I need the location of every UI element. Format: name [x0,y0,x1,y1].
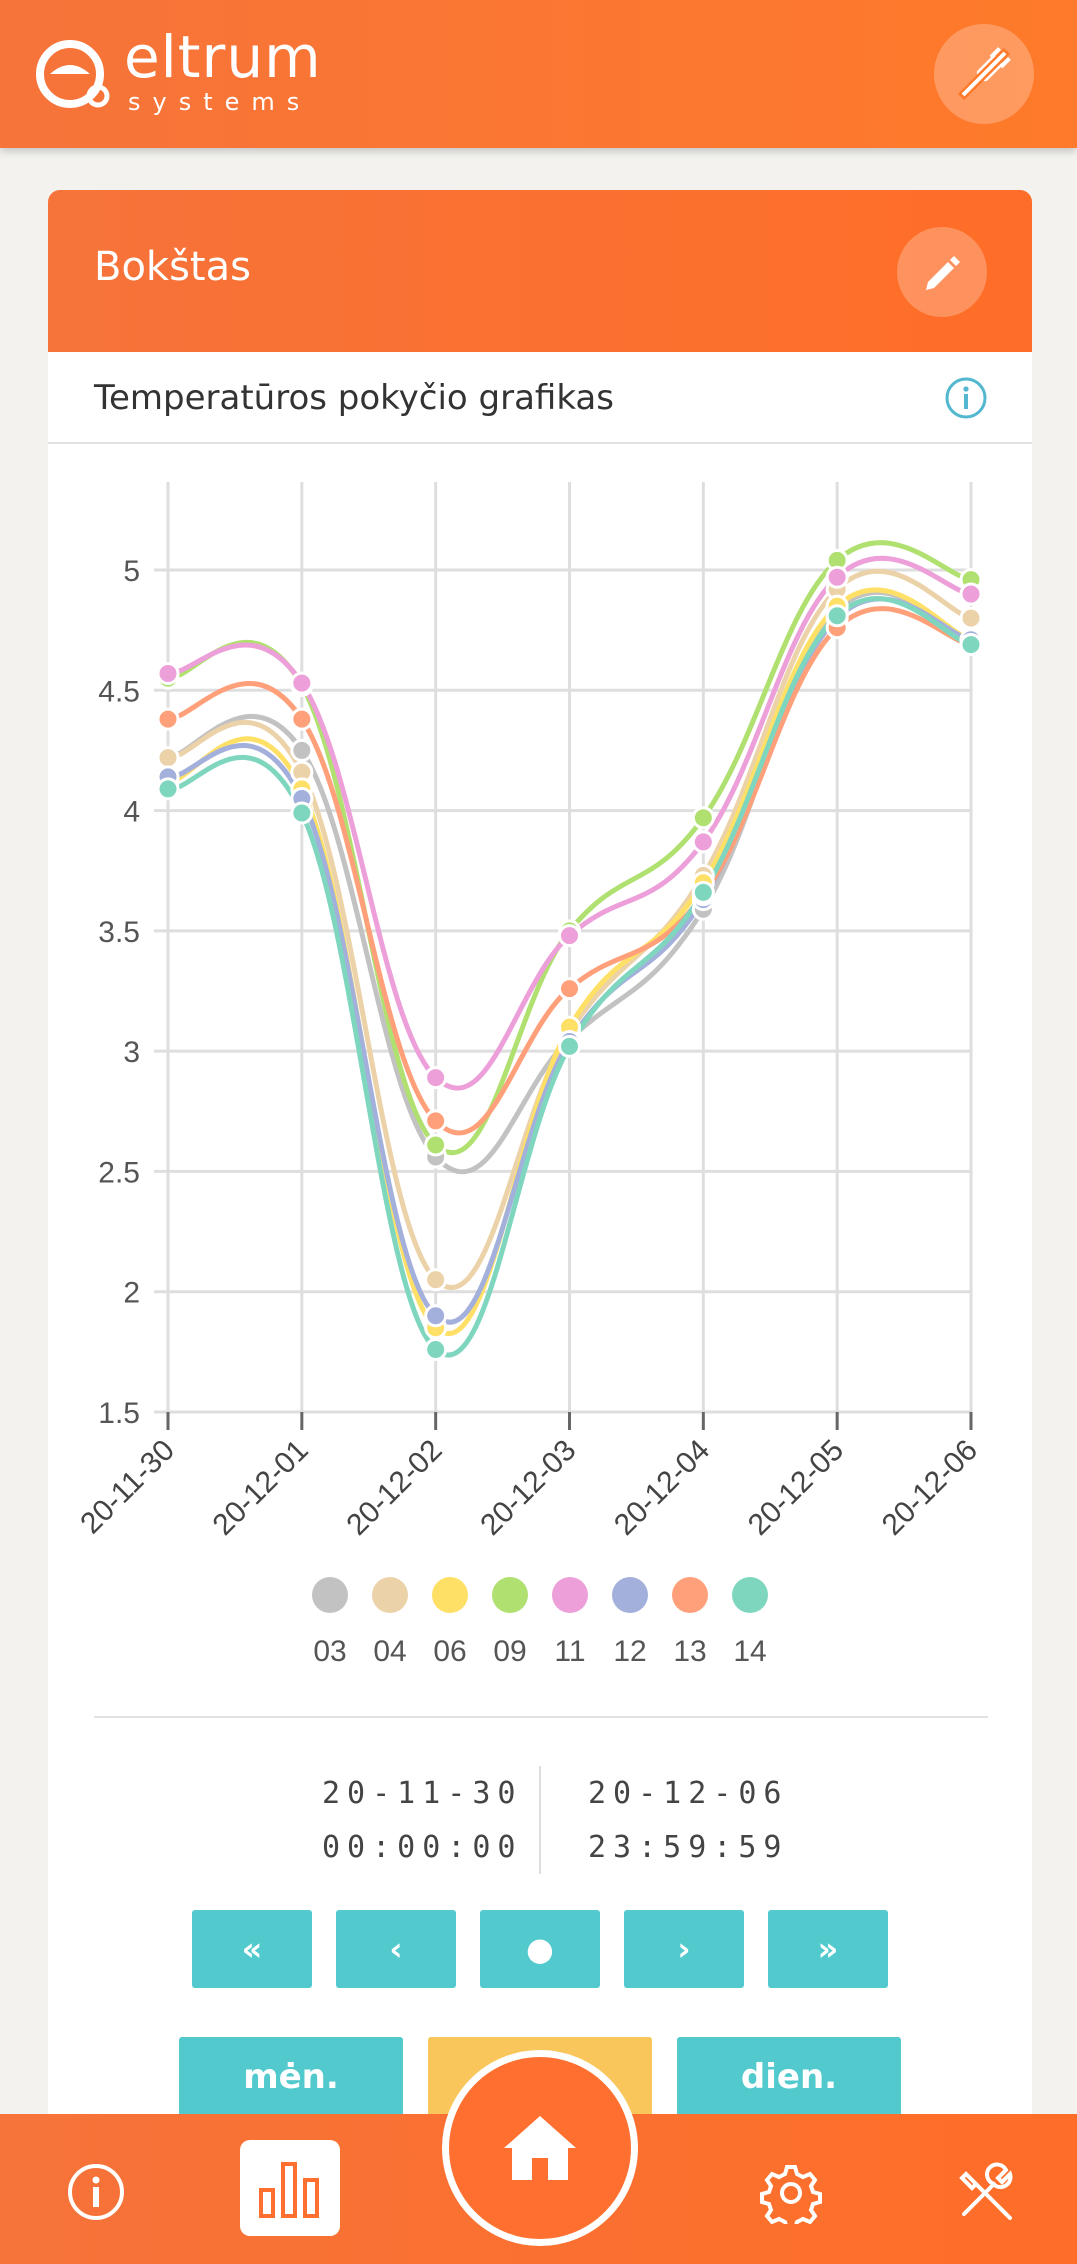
data-point-14 [959,633,983,657]
legend-swatch-03 [312,1577,348,1613]
legend-swatch-13 [672,1577,708,1613]
series-line-13 [167,606,972,1136]
x-tick-label: 20-12-03 [474,1434,582,1542]
data-point-14 [424,1337,448,1361]
data-point-14 [290,801,314,825]
legend-label-14: 14 [733,1635,766,1668]
gear-icon [760,2165,822,2224]
period-month-button[interactable]: mėn. [179,2037,403,2117]
legend-swatch-06 [432,1577,468,1613]
data-point-13 [156,707,180,731]
data-point-11 [825,565,849,589]
data-point-13 [424,1109,448,1133]
card-title: Bokštas [94,244,251,290]
legend-label-06: 06 [433,1635,466,1668]
data-point-11 [290,671,314,695]
settings-button[interactable] [756,2158,826,2228]
about-button[interactable] [64,2160,128,2224]
range-to-time: 23:59:59 [588,1830,789,1865]
device-card: Bokštas Temperatūros pokyčio grafikas 1.… [48,190,1032,2120]
y-tick-label: 3.5 [98,916,140,949]
home-button[interactable] [442,2050,638,2246]
info-icon[interactable] [944,376,988,420]
data-point-09 [691,806,715,830]
y-tick-label: 3 [123,1036,140,1069]
next-page-button[interactable]: › [624,1910,744,1988]
range-from-time: 00:00:00 [322,1830,523,1865]
legend-label-04: 04 [373,1635,406,1668]
range-from-date: 20-11-30 [322,1776,523,1811]
tools-button[interactable] [950,2158,1020,2228]
card-header: Bokštas [48,190,1032,352]
legend-label-12: 12 [613,1635,646,1668]
range-separator [539,1766,541,1874]
data-point-03 [290,738,314,762]
data-point-12 [424,1304,448,1328]
legend-swatch-04 [372,1577,408,1613]
x-tick-label: 20-12-01 [207,1434,315,1542]
data-point-14 [558,1034,581,1058]
x-tick-label: 20-12-04 [608,1434,716,1542]
legend-swatch-14 [732,1577,768,1613]
first-page-button[interactable]: « [192,1910,312,1988]
data-point-14 [825,604,849,628]
current-period-button[interactable]: ● [480,1910,600,1988]
data-point-09 [424,1133,448,1157]
legend-label-11: 11 [554,1635,585,1668]
top-bar: eltrum systems [0,0,1077,148]
y-tick-label: 4 [123,796,140,829]
y-tick-label: 1.5 [98,1397,140,1430]
pencil-icon [926,256,960,290]
home-icon [504,2116,576,2180]
legend-swatch-12 [612,1577,648,1613]
data-point-13 [558,977,581,1001]
data-point-14 [156,777,180,801]
bar-chart-icon [259,2162,319,2218]
data-point-11 [691,830,715,854]
legend-label-13: 13 [673,1635,706,1668]
y-tick-label: 2 [123,1277,140,1310]
data-point-11 [156,661,180,685]
legend-swatch-11 [552,1577,588,1613]
eltrum-logo [36,40,110,108]
data-point-04 [424,1268,448,1292]
x-tick-label: 20-12-06 [876,1434,984,1542]
range-to-date: 20-12-06 [588,1776,789,1811]
data-point-13 [290,707,314,731]
legend-label-09: 09 [493,1635,526,1668]
y-tick-label: 4.5 [98,675,140,708]
data-point-11 [558,924,581,948]
period-day-button[interactable]: dien. [677,2037,901,2117]
divider [94,1716,988,1718]
data-point-11 [959,582,983,606]
data-point-14 [691,880,715,904]
statistics-button[interactable] [240,2140,340,2236]
edit-button[interactable] [897,227,987,317]
chart-subheader: Temperatūros pokyčio grafikas [48,352,1032,444]
data-point-04 [959,606,983,630]
prev-page-button[interactable]: ‹ [336,1910,456,1988]
data-point-04 [156,746,180,770]
last-page-button[interactable]: » [768,1910,888,1988]
disconnect-button[interactable] [934,24,1034,124]
x-tick-label: 20-11-30 [74,1434,181,1541]
legend-label-03: 03 [313,1635,346,1668]
x-tick-label: 20-12-05 [742,1434,850,1542]
chart-subtitle: Temperatūros pokyčio grafikas [94,378,614,418]
legend-swatch-09 [492,1577,528,1613]
y-tick-label: 5 [123,555,140,588]
brand-subtitle: systems [128,88,312,116]
temperature-chart: 1.5 2 2.5 3 3.5 4 4.5 5 20-11-30 20-12-01 20-12-02… [74,482,984,1668]
unplug-icon [957,47,1011,101]
y-tick-label: 2.5 [98,1156,140,1189]
tools-icon [959,2162,1013,2220]
data-point-11 [424,1066,448,1090]
info-icon [68,2164,124,2220]
brand-name: eltrum [124,23,322,91]
x-tick-label: 20-12-02 [340,1434,448,1542]
